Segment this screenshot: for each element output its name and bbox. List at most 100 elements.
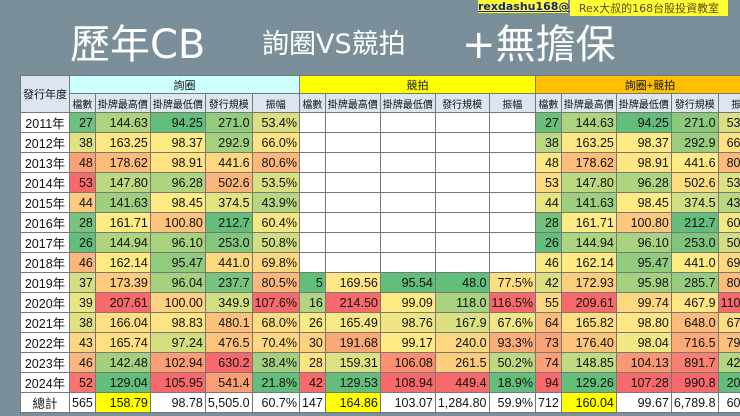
group-header: 詢圈+競拍 <box>534 75 740 94</box>
heatmap-cell: 449.4 <box>434 372 490 393</box>
year-label: 2017年 <box>20 232 70 253</box>
heatmap-cell: 46 <box>69 252 96 273</box>
heatmap-cell: 77.5% <box>488 272 536 293</box>
heatmap-cell: 107.6% <box>251 292 300 313</box>
heatmap-cell: 178.62 <box>94 152 151 173</box>
brand-label: Rex大叔的168台股投資教室 <box>570 0 728 16</box>
heatmap-cell <box>324 172 381 193</box>
heatmap-cell: 144.94 <box>94 232 151 253</box>
year-label: 2016年 <box>20 212 70 233</box>
table-row: 2015年 44 141.63 98.45 374.5 43.9% 44 141.63 98.4… <box>20 192 740 213</box>
column-header: 振幅 <box>488 93 536 113</box>
year-label: 2021年 <box>20 312 70 333</box>
heatmap-cell <box>379 212 436 233</box>
heatmap-cell: 99.74 <box>615 292 672 313</box>
heatmap-cell: 50.8% <box>717 232 740 253</box>
heatmap-cell: 349.9 <box>204 292 253 313</box>
heatmap-cell: 95.47 <box>149 252 206 273</box>
table-row: 2017年 26 144.94 96.10 253.0 50.8% 26 144.94 96.1… <box>20 232 740 253</box>
heatmap-cell <box>298 152 326 173</box>
heatmap-cell: 66.0% <box>251 132 300 153</box>
total-cell: 98.78 <box>149 392 206 413</box>
heatmap-cell <box>298 172 326 193</box>
heatmap-cell: 30 <box>298 332 326 353</box>
heatmap-cell: 107.28 <box>615 372 672 393</box>
column-header: 發行規模 <box>670 93 719 113</box>
heatmap-cell: 94.25 <box>615 112 672 133</box>
heatmap-cell: 21.8% <box>251 372 300 393</box>
heatmap-cell: 70.4% <box>251 332 300 353</box>
heatmap-cell: 42 <box>298 372 326 393</box>
heatmap-cell <box>434 252 490 273</box>
heatmap-cell: 80.2% <box>717 272 740 293</box>
heatmap-cell <box>434 132 490 153</box>
heatmap-cell: 73 <box>534 332 562 353</box>
column-header: 掛牌最低價 <box>379 93 436 113</box>
heatmap-cell: 147.80 <box>94 172 151 193</box>
heatmap-cell: 38 <box>69 312 96 333</box>
table-row: 2018年 46 162.14 95.47 441.0 69.8% 46 162.14 95.4… <box>20 252 740 273</box>
heatmap-cell: 93.3% <box>488 332 536 353</box>
heatmap-cell: 39 <box>69 292 96 313</box>
total-label: 總計 <box>20 392 70 413</box>
column-header: 掛牌最低價 <box>615 93 672 113</box>
heatmap-cell: 480.1 <box>204 312 253 333</box>
heatmap-cell: 99.17 <box>379 332 436 353</box>
heatmap-cell: 165.74 <box>94 332 151 353</box>
year-label: 2020年 <box>20 292 70 313</box>
heatmap-cell <box>488 112 536 133</box>
heatmap-cell: 98.80 <box>615 312 672 333</box>
heatmap-cell: 161.71 <box>560 212 617 233</box>
year-label: 2011年 <box>20 112 70 133</box>
heatmap-cell <box>488 252 536 273</box>
heatmap-cell: 110.2% <box>717 292 740 313</box>
heatmap-cell: 48.0 <box>434 272 490 293</box>
heatmap-cell: 176.40 <box>560 332 617 353</box>
heatmap-cell <box>434 212 490 233</box>
heatmap-cell: 129.53 <box>324 372 381 393</box>
total-row: 總計 565 158.79 98.78 5,505.0 60.7% 147 164.86 103… <box>20 392 740 413</box>
heatmap-cell <box>379 252 436 273</box>
total-cell: 60.7% <box>251 392 300 413</box>
table-row: 2024年 52 129.04 105.95 541.4 21.8% 42 129.53 108… <box>20 372 740 393</box>
heatmap-cell: 207.61 <box>94 292 151 313</box>
heatmap-cell: 159.31 <box>324 352 381 373</box>
heatmap-cell: 80.6% <box>717 152 740 173</box>
email-link[interactable]: rexdashu168@gmail.com <box>478 0 634 13</box>
heatmap-cell <box>488 172 536 193</box>
total-cell: 147 <box>298 392 326 413</box>
heatmap-cell: 144.63 <box>560 112 617 133</box>
heatmap-cell: 191.68 <box>324 332 381 353</box>
heatmap-cell: 240.0 <box>434 332 490 353</box>
table-row: 2021年 38 166.04 98.83 480.1 68.0% 26 165.49 98.7… <box>20 312 740 333</box>
table-row: 2019年 37 173.39 96.04 237.7 80.5% 5 169.56 95.54… <box>20 272 740 293</box>
heatmap-cell <box>488 132 536 153</box>
heatmap-cell: 26 <box>298 312 326 333</box>
title-part-1: 歷年CB <box>70 22 206 68</box>
heatmap-cell <box>488 212 536 233</box>
heatmap-cell: 53 <box>69 172 96 193</box>
heatmap-cell <box>379 172 436 193</box>
heatmap-cell: 990.8 <box>670 372 719 393</box>
heatmap-cell: 173.39 <box>94 272 151 293</box>
heatmap-cell: 129.26 <box>560 372 617 393</box>
heatmap-cell: 100.00 <box>149 292 206 313</box>
table-row: 2020年 39 207.61 100.00 349.9 107.6% 16 214.50 99… <box>20 292 740 313</box>
heatmap-cell: 52 <box>69 372 96 393</box>
heatmap-cell: 38.4% <box>251 352 300 373</box>
heatmap-cell: 285.7 <box>670 272 719 293</box>
heatmap-cell: 100.80 <box>149 212 206 233</box>
heatmap-cell: 44 <box>534 192 562 213</box>
heatmap-cell <box>324 252 381 273</box>
heatmap-cell: 68.0% <box>251 312 300 333</box>
year-label: 2014年 <box>20 172 70 193</box>
total-cell: 565 <box>69 392 96 413</box>
heatmap-cell <box>324 232 381 253</box>
heatmap-cell: 104.13 <box>615 352 672 373</box>
heatmap-cell: 441.6 <box>670 152 719 173</box>
heatmap-cell: 441.0 <box>670 252 719 273</box>
heatmap-cell: 69.8% <box>717 252 740 273</box>
heatmap-cell: 96.10 <box>615 232 672 253</box>
heatmap-cell <box>379 192 436 213</box>
heatmap-cell: 95.98 <box>615 272 672 293</box>
